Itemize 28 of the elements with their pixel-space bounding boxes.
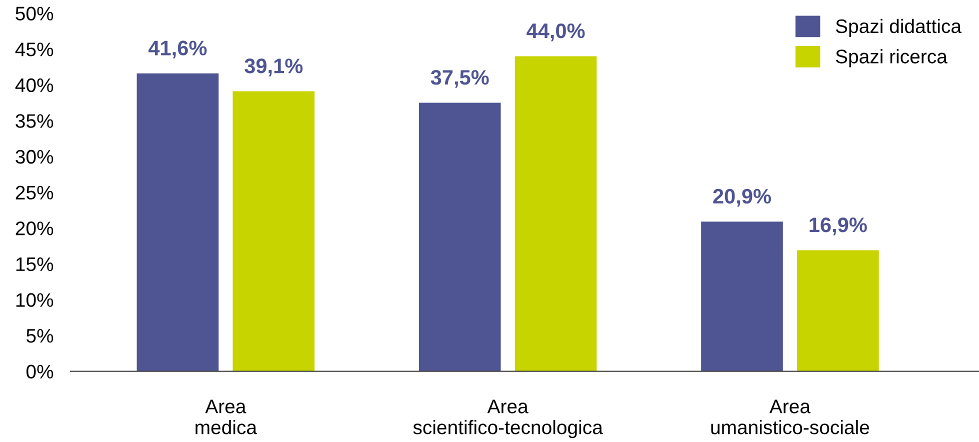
y-tick-label: 30% xyxy=(16,150,54,164)
y-tick-label: 20% xyxy=(16,222,54,236)
data-label: 20,9% xyxy=(713,188,771,207)
x-tick-label: Area scientifico-tecnologica xyxy=(413,400,603,438)
x-tick-label: Area medica xyxy=(196,400,258,434)
bar xyxy=(514,56,597,372)
y-tick-label: 25% xyxy=(16,186,54,200)
data-label: 41,6% xyxy=(148,40,207,58)
bar xyxy=(418,102,501,372)
y-tick-label: 5% xyxy=(26,329,54,343)
bar xyxy=(701,222,783,372)
legend-label: Spazi didattica xyxy=(836,18,962,37)
y-tick-label: 50% xyxy=(16,6,54,20)
x-tick-label: Area umanistico-sociale xyxy=(711,400,870,434)
data-label: 39,1% xyxy=(244,58,303,76)
y-tick-label: 45% xyxy=(15,42,54,56)
data-label: 16,9% xyxy=(810,218,867,236)
data-label: 44,0% xyxy=(526,23,585,42)
y-tick-label: 0% xyxy=(26,364,54,379)
y-tick-label: 35% xyxy=(16,114,54,128)
bar xyxy=(232,91,315,372)
data-label: 37,5% xyxy=(430,70,489,88)
bar xyxy=(797,250,879,372)
y-tick-label: 10% xyxy=(16,293,54,307)
legend-label: Spazi ricerca xyxy=(836,49,948,68)
y-tick-label: 40% xyxy=(15,78,54,92)
y-tick-label: 15% xyxy=(16,257,54,272)
bar xyxy=(136,73,219,372)
